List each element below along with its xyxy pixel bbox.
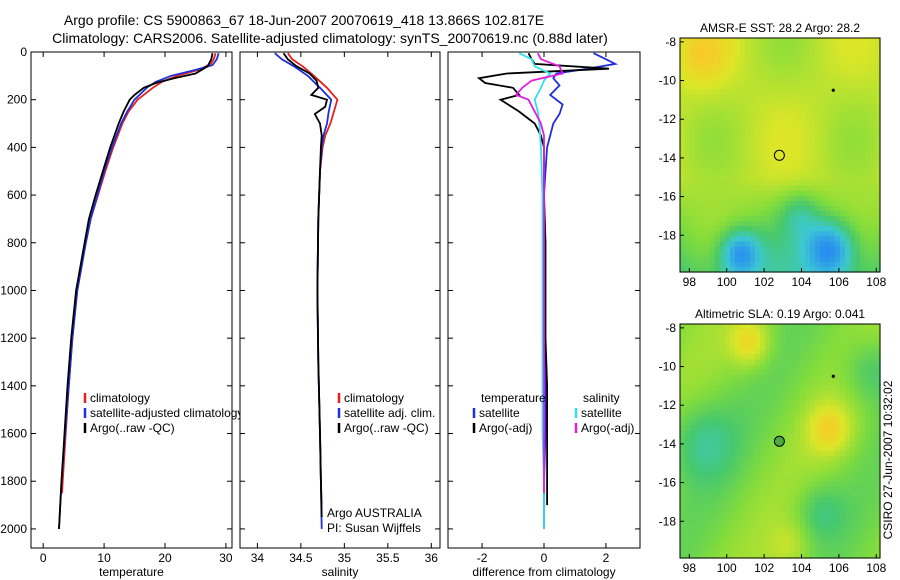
sst-map-xtick-label: 104 [791,275,811,289]
sst-map-field [680,38,881,273]
sla-map-xtick-label: 98 [683,561,697,575]
salinity-xtick-label: 34 [251,551,265,565]
sst-map-ytick-label: -18 [659,228,677,242]
sal-legend-label: satellite adj. clim. [344,406,435,420]
salinity-xtick-label: 36 [425,551,439,565]
temperature-xlabel: temperature [99,565,164,579]
temperature-series-1 [58,52,220,529]
difference-series-2 [518,52,552,529]
sal-legend-label: climatology [344,391,404,405]
salinity-axes-box [239,51,441,549]
temperature-xtick-label: 30 [219,551,233,565]
salinity-xtick-label: 34.5 [289,551,313,565]
temperature-xtick-label: 0 [40,551,47,565]
sla-map-island-marker [831,374,835,378]
temp-legend-label: Argo(..raw -QC) [90,421,175,435]
temperature-xtick-label: 10 [97,551,111,565]
title-line-2: Climatology: CARS2006. Satellite-adjuste… [52,30,608,46]
sst-map-ytick-label: -16 [659,190,677,204]
sal-legend-label: Argo(..raw -QC) [344,421,429,435]
sst-map-xtick-label: 100 [717,275,737,289]
difference-xtick-label: -2 [477,551,488,565]
salinity-xtick-label: 35 [338,551,352,565]
title-line-1: Argo profile: CS 5900863_67 18-Jun-2007 … [64,12,544,28]
salinity-series-2 [282,52,329,518]
depth-tick-label: 1800 [0,474,27,488]
temperature-panel: 0 10 20 30 temperature 0 200 400 600 800 1000 1200 1… [0,45,243,579]
sst-map-axes-box [679,37,881,273]
depth-tick-label: 1000 [0,283,27,297]
difference-xlabel: difference from climatology [472,565,615,579]
sla-map-xtick-label: 102 [754,561,774,575]
sla-map-title: Altimetric SLA: 0.19 Argo: 0.041 [695,307,865,321]
sla-map-argo-marker [773,435,785,447]
sst-map-title: AMSR-E SST: 28.2 Argo: 28.2 [700,21,860,35]
sla-map-ytick-label: -16 [659,476,677,490]
difference-series-3 [514,52,564,494]
temp-legend-label: climatology [90,391,150,405]
sst-map-ytick-label: -14 [659,151,677,165]
sla-map-axes-box [679,323,881,559]
sla-map-field [680,324,881,559]
depth-tick-label: 1400 [0,379,27,393]
sst-map-xtick-label: 102 [754,275,774,289]
depth-tick-label: 800 [7,236,27,250]
sst-map-ytick-label: -8 [665,35,676,49]
depth-tick-label: 600 [7,188,27,202]
salinity-panel: 34 34.5 35 35.5 36 salinity climatologysatelli… [239,51,441,579]
sst-map-xtick-label: 106 [829,275,849,289]
sla-map-ytick-label: -18 [659,514,677,528]
sst-map-xtick-label: 108 [866,275,886,289]
argo-country-annotation: Argo AUSTRALIA [327,506,422,520]
salinity-xtick-label: 35.5 [376,551,400,565]
sla-map-xtick-label: 100 [717,561,737,575]
csiro-credit: CSIRO 27-Jun-2007 10:32:02 [881,380,895,539]
difference-xtick-label: 0 [541,551,548,565]
depth-tick-label: 400 [7,140,27,154]
pi-annotation: PI: Susan Wijffels [327,521,421,535]
sla-map-ytick-label: -10 [659,360,677,374]
sst-map-island-marker [831,88,835,92]
sst-map-panel: AMSR-E SST: 28.2 Argo: 28.2 98 100 102 104 10… [659,21,887,289]
diff-legend-sal-label: Argo(-adj) [581,421,634,435]
depth-tick-label: 1200 [0,331,27,345]
sst-map-xtick-label: 98 [683,275,697,289]
sla-map-ytick-label: -12 [659,398,677,412]
sla-map-xtick-label: 104 [791,561,811,575]
diff-legend-sal-label: satellite [581,406,622,420]
temperature-xtick-label: 20 [158,551,172,565]
sla-map-ytick-label: -14 [659,437,677,451]
depth-tick-label: 2000 [0,522,27,536]
temperature-series-2 [58,53,214,529]
diff-legend-sal-title: salinity [583,391,620,405]
sst-map-argo-marker [773,149,785,161]
difference-series-1 [476,52,610,506]
sst-map-ytick-label: -10 [659,74,677,88]
diff-legend-temp-label: Argo(-adj) [479,421,532,435]
sla-map-panel: Altimetric SLA: 0.19 Argo: 0.041 98 100 102… [659,307,887,575]
difference-xtick-label: 2 [603,551,610,565]
sst-map-ytick-label: -12 [659,112,677,126]
temp-legend-label: satellite-adjusted climatology [90,406,243,420]
depth-tick-label: 1600 [0,427,27,441]
sla-map-ytick-label: -8 [665,321,676,335]
sla-map-xtick-label: 106 [829,561,849,575]
diff-legend-temp-label: satellite [479,406,520,420]
depth-tick-label: 200 [7,93,27,107]
diff-legend-temp-title: temperature [481,391,546,405]
salinity-xlabel: salinity [322,565,359,579]
sla-map-xtick-label: 108 [866,561,886,575]
depth-tick-label: 0 [20,45,27,59]
